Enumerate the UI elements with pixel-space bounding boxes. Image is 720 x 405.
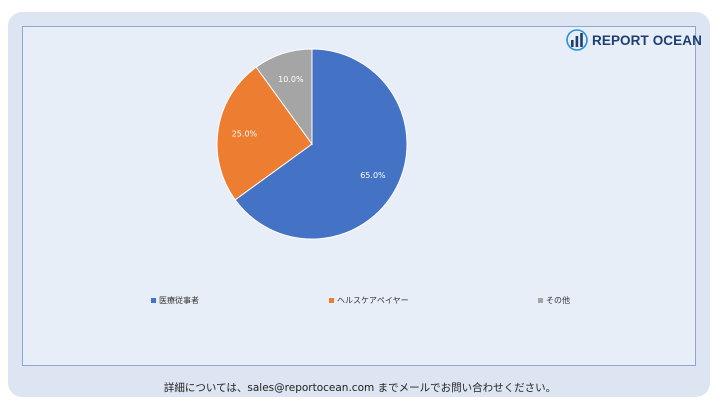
bar-chart-globe-icon (566, 29, 588, 51)
legend-swatch-healthcare-payers (329, 298, 334, 303)
pie-slice-healthcare-payers (216, 66, 313, 201)
data-label-healthcare-payers: 25.0% (232, 129, 258, 138)
legend-swatch-others (538, 298, 543, 303)
legend-swatch-medical-professionals (151, 298, 156, 303)
pie-chart: 65.0% 25.0% 10.0% 医療従事者 ヘルスケアペイヤー その他 (151, 48, 570, 305)
legend-label-healthcare-payers: ヘルスケアペイヤー (337, 296, 409, 305)
pie-slice-others (255, 48, 313, 146)
legend-label-medical-professionals: 医療従事者 (159, 295, 199, 305)
footer-contact-text: 詳細については、sales@reportocean.com までメールでお問い合… (163, 382, 557, 394)
pie-slice-medical-professionals (234, 48, 408, 240)
data-label-medical-professionals: 65.0% (360, 171, 386, 180)
data-label-others: 10.0% (278, 75, 304, 84)
report-ocean-logo: REPORT OCEAN (566, 29, 702, 51)
chart-panel: 65.0% 25.0% 10.0% 医療従事者 ヘルスケアペイヤー その他 (22, 26, 696, 366)
brand-name: REPORT OCEAN (592, 32, 702, 48)
legend-label-others: その他 (546, 295, 570, 305)
